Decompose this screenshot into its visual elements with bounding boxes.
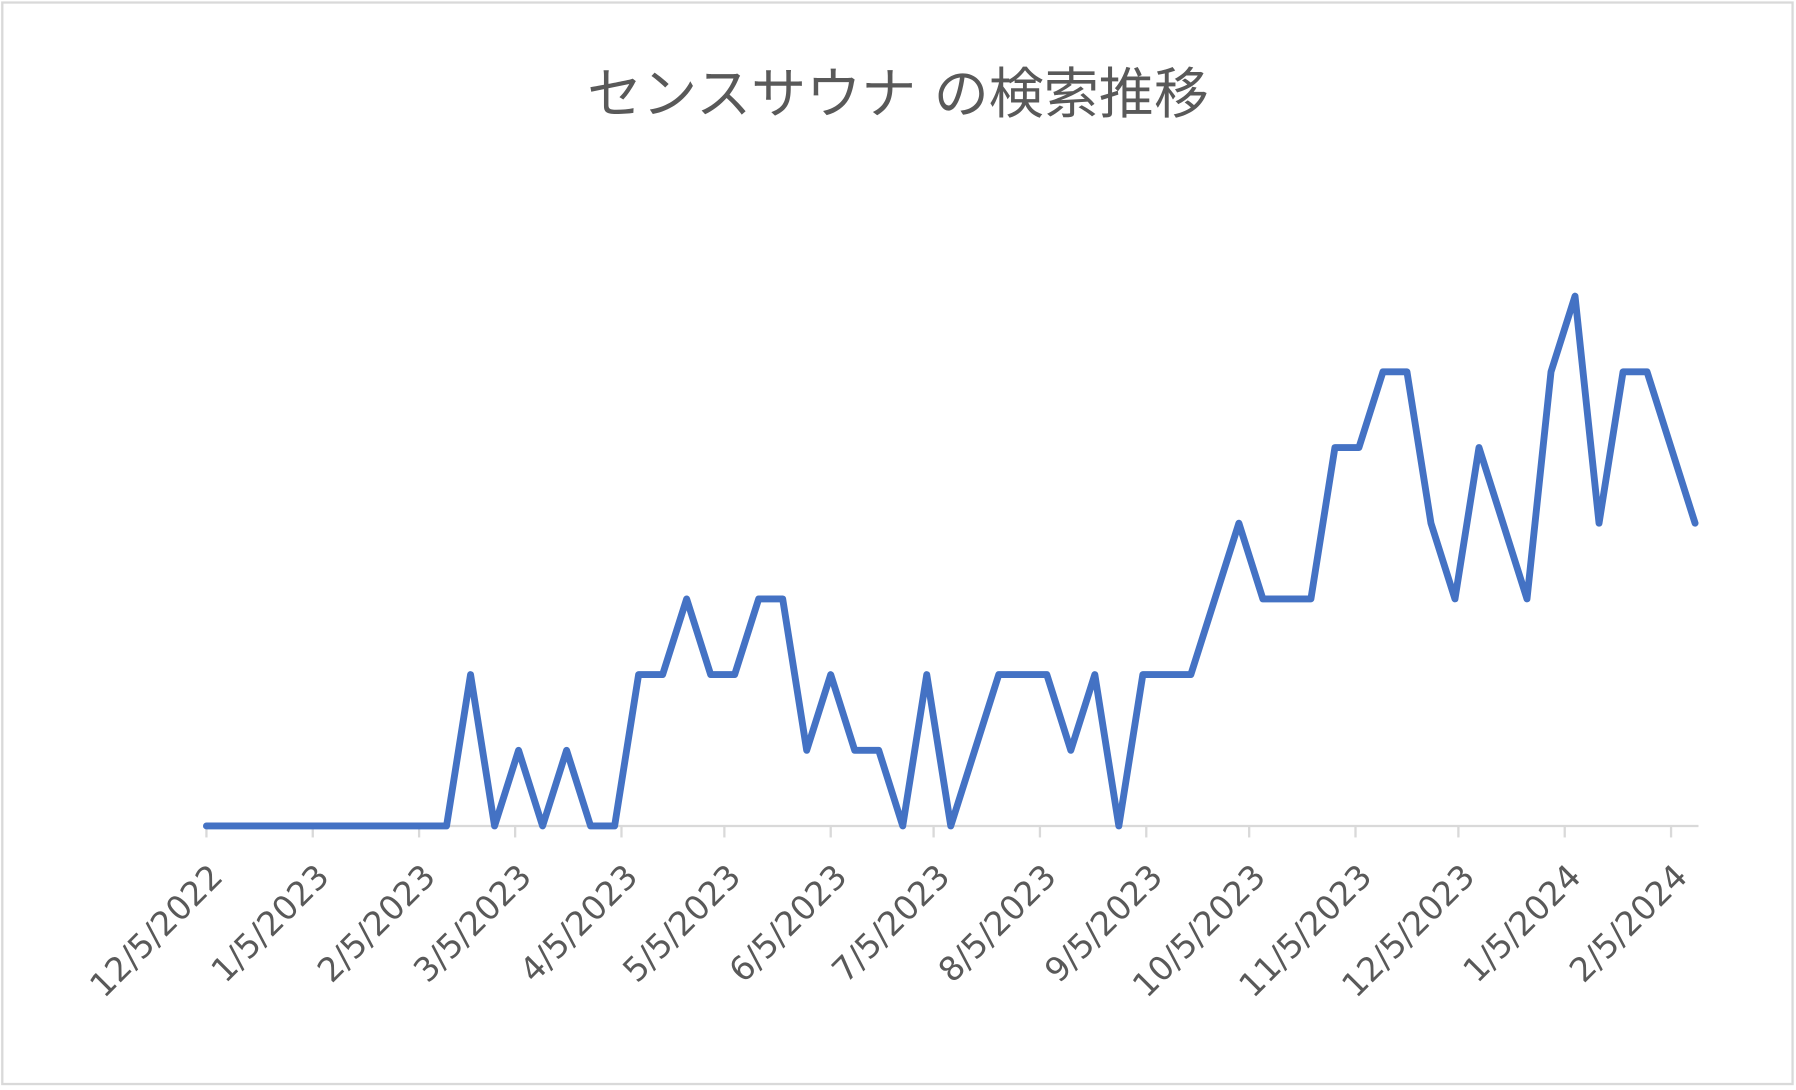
chart-title: センスサウナ の検索推移 bbox=[587, 62, 1209, 126]
data-line bbox=[202, 292, 1699, 830]
